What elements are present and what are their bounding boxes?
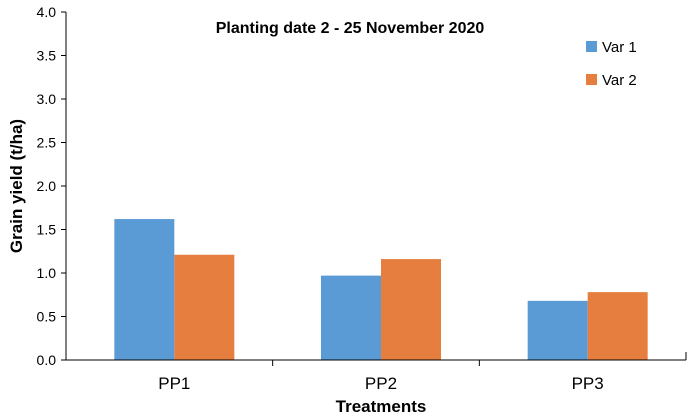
bar-pp1-var-1 <box>114 219 175 360</box>
y-tick-label: 1.0 <box>37 265 57 281</box>
legend-swatch-var-2 <box>586 74 597 85</box>
bar-pp2-var-1 <box>321 275 381 360</box>
chart-title: Planting date 2 - 25 November 2020 <box>216 20 485 37</box>
legend-label-var-1: Var 1 <box>602 39 637 56</box>
y-tick-label: 2.0 <box>37 178 57 194</box>
bars <box>114 219 648 360</box>
x-axis-title: Treatments <box>336 397 427 416</box>
x-tick-label-pp2: PP2 <box>365 374 397 393</box>
bar-pp1-var-2 <box>174 254 235 360</box>
y-axis-title: Grain yield (t/ha) <box>7 119 26 253</box>
x-axis-ticks: PP1 PP2 PP3 <box>158 360 604 393</box>
y-tick-label: 4.0 <box>37 4 57 20</box>
y-axis-ticks: 0.0 0.5 1.0 1.5 2.0 2.5 3.0 3.5 4.0 <box>37 4 66 368</box>
y-tick-label: 0.0 <box>37 352 57 368</box>
legend: Var 1 Var 2 <box>586 39 637 89</box>
y-tick-label: 3.5 <box>37 48 57 64</box>
y-tick-label: 2.5 <box>37 135 57 151</box>
legend-swatch-var-1 <box>586 41 597 52</box>
x-tick-label-pp1: PP1 <box>158 374 190 393</box>
y-tick-label: 1.5 <box>37 222 57 238</box>
x-tick-label-pp3: PP3 <box>572 374 604 393</box>
bar-pp3-var-2 <box>587 292 648 360</box>
bar-pp2-var-2 <box>381 259 441 360</box>
bar-pp3-var-1 <box>527 300 588 360</box>
y-tick-label: 3.0 <box>37 91 57 107</box>
y-tick-label: 0.5 <box>37 309 57 325</box>
legend-label-var-2: Var 2 <box>602 72 637 89</box>
